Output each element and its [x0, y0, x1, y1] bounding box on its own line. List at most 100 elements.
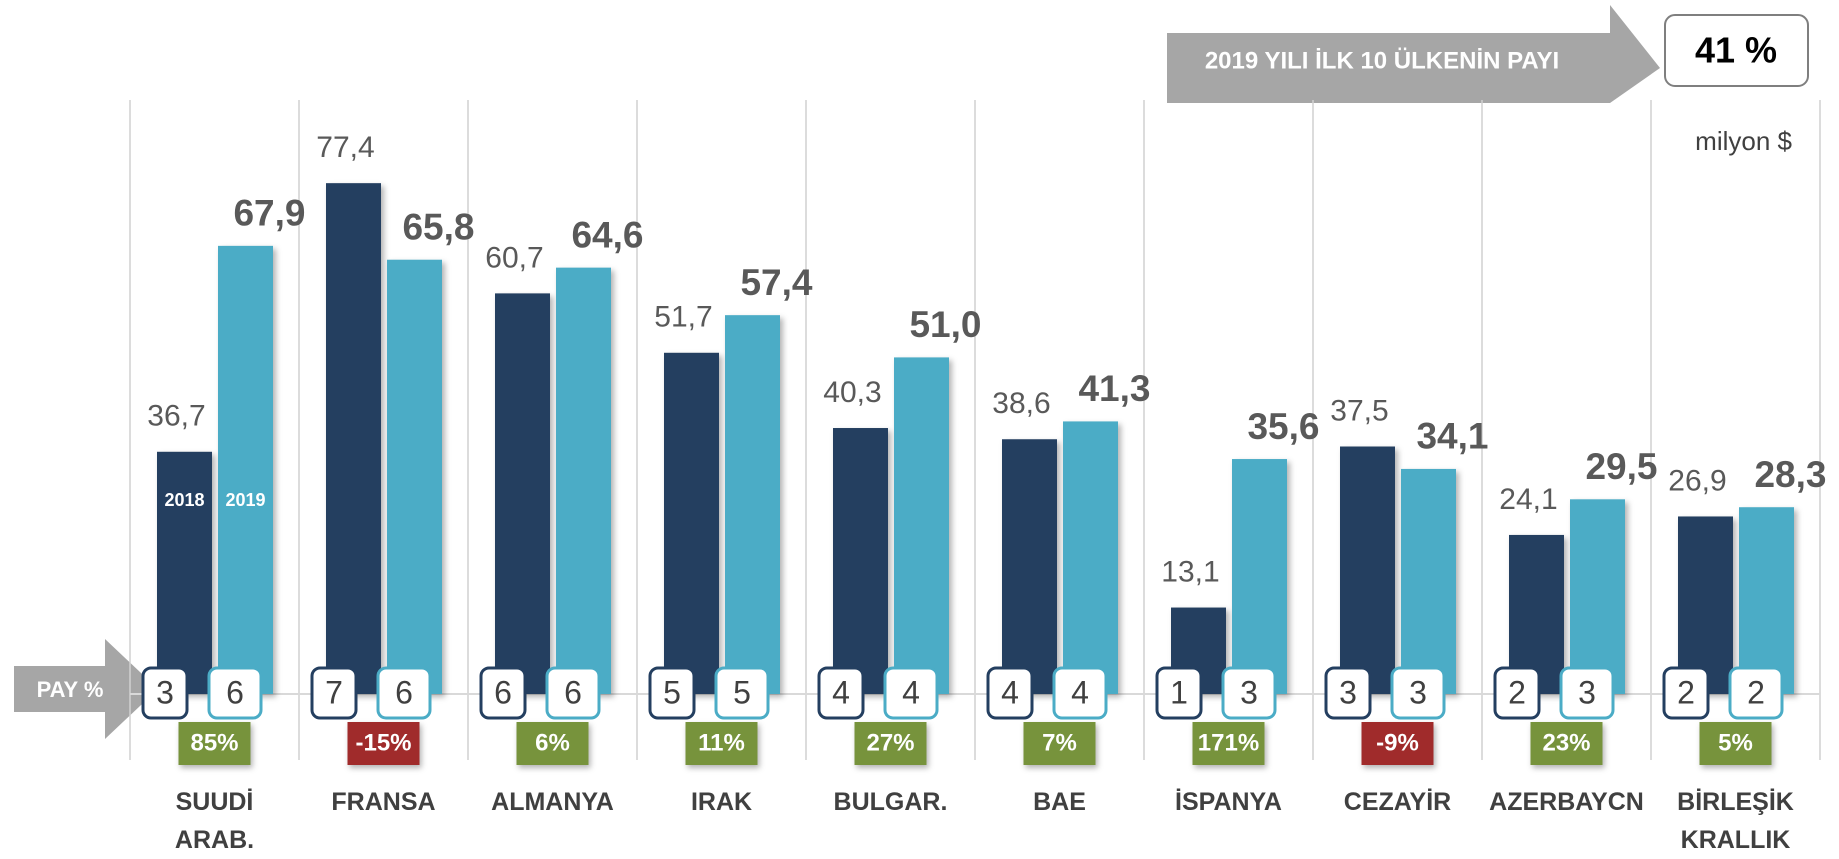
change-box	[1699, 722, 1772, 765]
category-line: BİRLEŞİK	[1677, 788, 1794, 816]
pay-box	[207, 666, 263, 720]
category-line: IRAK	[691, 788, 752, 816]
category-line: KRALLIK	[1681, 826, 1791, 854]
change-box	[516, 722, 589, 765]
category-line: SUUDİ	[176, 788, 254, 816]
change-label: 171%	[1198, 729, 1259, 756]
bar	[495, 293, 550, 694]
pay-box	[1052, 666, 1108, 720]
value-label: 13,1	[1161, 555, 1219, 588]
bar	[725, 315, 780, 694]
legend-label: 2019	[225, 490, 265, 510]
pay-box	[141, 666, 189, 720]
pay-box	[376, 666, 432, 720]
pay-box	[1324, 666, 1372, 720]
category-label: AZERBAYCN	[1489, 788, 1644, 816]
pay-value: 7	[325, 674, 343, 710]
bar	[556, 267, 611, 694]
value-label: 77,4	[316, 131, 374, 164]
value-label: 37,5	[1330, 394, 1388, 427]
category-line: İSPANYA	[1175, 788, 1282, 816]
bar	[1232, 459, 1287, 694]
pay-value: 6	[494, 674, 512, 710]
pay-box	[1728, 666, 1784, 720]
pay-value: 2	[1677, 674, 1695, 710]
change-label: 6%	[535, 729, 570, 756]
bar	[157, 451, 212, 694]
change-box	[347, 722, 420, 765]
change-label: 11%	[698, 729, 745, 756]
pay-value: 6	[226, 674, 244, 710]
value-label: 51,0	[909, 304, 981, 345]
change-box	[854, 722, 927, 765]
unit-label: milyon $	[1695, 126, 1792, 156]
pay-arrow	[14, 639, 158, 739]
category-label: ALMANYA	[491, 788, 614, 816]
category-line: ARAB.	[175, 826, 254, 854]
bar	[326, 183, 381, 694]
pay-box	[1662, 666, 1710, 720]
change-box	[178, 722, 251, 765]
pay-value: 3	[1240, 674, 1258, 710]
bar	[218, 245, 273, 695]
change-label: 23%	[1542, 729, 1590, 756]
pay-box	[479, 666, 527, 720]
value-label: 57,4	[740, 262, 812, 303]
category-label: BİRLEŞİK KRALLIK	[1677, 788, 1794, 854]
category-label: BULGAR.	[834, 788, 948, 816]
change-label: 85%	[190, 729, 238, 756]
bar	[1002, 439, 1057, 694]
value-label: 36,7	[147, 400, 205, 433]
category-line: BULGAR.	[834, 788, 948, 816]
pay-value: 3	[1339, 674, 1357, 710]
pay-value: 1	[1170, 674, 1188, 710]
category-label: SUUDİ ARAB.	[175, 788, 254, 854]
pay-label: PAY %	[37, 677, 104, 702]
pay-box	[1559, 666, 1615, 720]
value-label: 35,6	[1247, 406, 1319, 447]
pay-box	[986, 666, 1034, 720]
pay-box	[883, 666, 939, 720]
pay-box	[1221, 666, 1277, 720]
pay-value: 4	[832, 674, 850, 710]
share-value: 41 %	[1695, 30, 1777, 71]
pay-box	[1390, 666, 1446, 720]
headline-arrow	[1167, 5, 1660, 103]
pay-box	[817, 666, 865, 720]
value-label: 41,3	[1078, 368, 1150, 409]
value-label: 67,9	[233, 193, 305, 234]
category-line: ALMANYA	[491, 788, 614, 816]
bar	[1570, 499, 1625, 694]
pay-box	[714, 666, 770, 720]
bar	[1401, 468, 1456, 694]
bar	[1340, 446, 1395, 694]
category-label: BAE	[1033, 788, 1086, 816]
value-label: 28,3	[1754, 454, 1826, 495]
pay-value: 2	[1747, 674, 1765, 710]
category-label: IRAK	[691, 788, 752, 816]
pay-value: 2	[1508, 674, 1526, 710]
pay-value: 3	[156, 674, 174, 710]
category-label: FRANSA	[331, 788, 435, 816]
pay-value: 4	[1071, 674, 1089, 710]
pay-value: 3	[1578, 674, 1596, 710]
pay-value: 5	[663, 674, 681, 710]
bar	[833, 428, 888, 694]
change-label: 5%	[1718, 729, 1753, 756]
value-label: 29,5	[1585, 446, 1657, 487]
bar	[894, 357, 949, 694]
value-label: 60,7	[485, 241, 543, 274]
value-label: 38,6	[992, 387, 1050, 420]
bar	[387, 259, 442, 694]
pay-value: 6	[395, 674, 413, 710]
value-label: 40,3	[823, 376, 881, 409]
legend-label: 2018	[164, 490, 204, 510]
headline: 2019 YILI İLK 10 ÜLKENİN PAYI	[1205, 47, 1559, 74]
pay-value: 3	[1409, 674, 1427, 710]
pay-value: 4	[1001, 674, 1019, 710]
value-label: 26,9	[1668, 464, 1726, 497]
value-label: 64,6	[571, 214, 643, 255]
bar	[1063, 421, 1118, 694]
value-label: 24,1	[1499, 483, 1557, 516]
